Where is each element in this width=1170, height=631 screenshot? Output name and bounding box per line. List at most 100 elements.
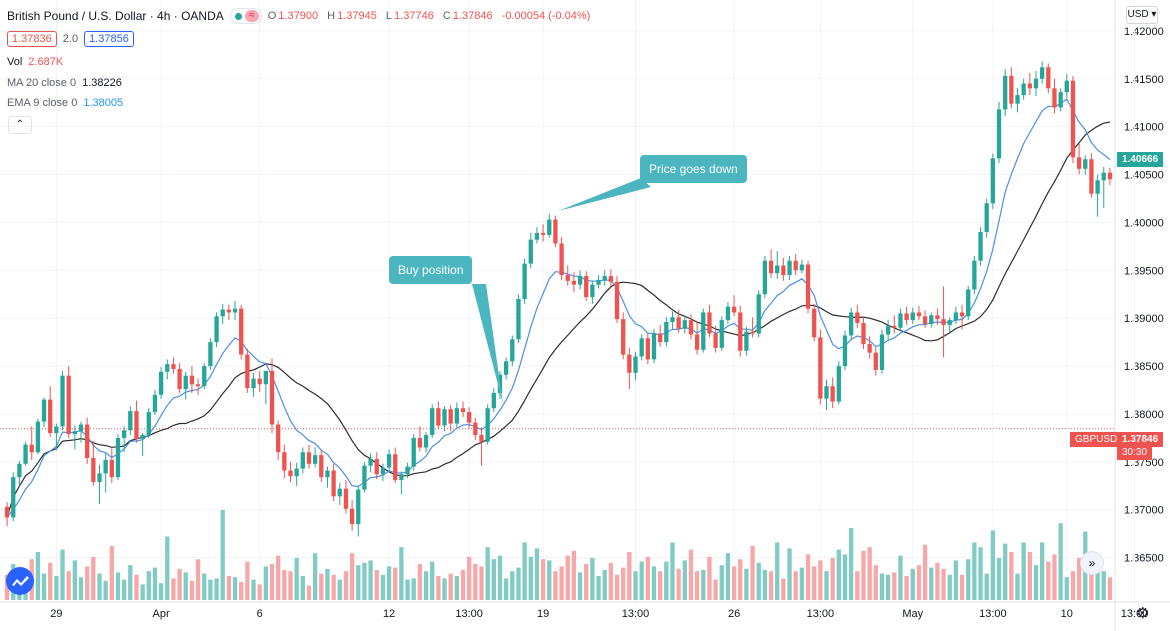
scroll-to-realtime-button[interactable]: » xyxy=(1080,551,1104,575)
volume-bar xyxy=(645,556,650,600)
close-label: C xyxy=(442,10,451,22)
volume-bar xyxy=(1101,571,1106,600)
volume-bar xyxy=(1076,558,1082,600)
volume-bar xyxy=(368,560,373,600)
ma-value: 1.38226 xyxy=(82,77,122,89)
volume-bar xyxy=(565,555,570,600)
volume-bar xyxy=(639,561,644,600)
candle-body xyxy=(701,312,706,350)
volume-bar xyxy=(701,570,706,600)
volume-bar xyxy=(768,571,774,600)
volume-legend[interactable]: Vol 2.687K xyxy=(7,56,63,68)
volume-bar xyxy=(393,567,398,600)
volume-bar xyxy=(1046,561,1051,600)
ema-legend[interactable]: EMA 9 close 0 1.38005 xyxy=(7,97,123,109)
price-goes-down-callout[interactable]: Price goes down xyxy=(640,155,747,183)
candle-body xyxy=(473,422,478,436)
volume-bar xyxy=(66,571,71,600)
time-tick-label: 13:00 xyxy=(455,608,483,620)
sell-price-button[interactable]: 1.37836 xyxy=(7,31,57,47)
chart-title: British Pound / U.S. Dollar · 4h · OANDA xyxy=(7,9,224,23)
bid-ask-row: 1.37836 2.0 1.37856 xyxy=(7,31,134,47)
volume-bar xyxy=(953,560,959,600)
buy-price-button[interactable]: 1.37856 xyxy=(84,31,134,47)
change-value: -0.00054 (-0.04%) xyxy=(501,10,591,22)
candle-body xyxy=(793,260,798,271)
candle-body xyxy=(731,306,737,313)
volume-bar xyxy=(405,579,410,600)
time-tick-label: 26 xyxy=(728,608,740,620)
candle-body xyxy=(879,334,885,370)
candle-body xyxy=(547,219,552,235)
volume-bar xyxy=(171,578,176,600)
candle-body xyxy=(540,232,546,235)
candle-body xyxy=(1089,159,1094,194)
volume-bar xyxy=(596,576,601,600)
candle-body xyxy=(152,394,158,413)
candle-body xyxy=(972,260,977,290)
candle-body xyxy=(522,263,527,300)
volume-bar xyxy=(362,562,367,600)
candle-body xyxy=(85,424,90,459)
market-status-pill[interactable]: ≈ xyxy=(229,8,262,24)
candle-body xyxy=(830,386,835,402)
volume-bar xyxy=(282,570,287,600)
currency-button[interactable]: USD ▾ xyxy=(1126,6,1158,24)
volume-label: Vol xyxy=(7,56,23,68)
volume-bar xyxy=(608,562,614,600)
price-tick-label: 1.38000 xyxy=(1124,409,1164,421)
volume-bar xyxy=(627,552,632,600)
volume-bar xyxy=(584,564,589,600)
candle-body xyxy=(836,366,841,402)
candle-body xyxy=(584,276,589,298)
volume-bar xyxy=(799,567,805,600)
volume-bar xyxy=(48,562,53,600)
candle-body xyxy=(516,299,521,340)
candle-body xyxy=(799,264,805,271)
price-tick-label: 1.41000 xyxy=(1124,122,1164,134)
buy-position-callout[interactable]: Buy position xyxy=(389,256,473,284)
time-tick-label: Apr xyxy=(153,608,170,620)
candle-body xyxy=(11,477,16,518)
candle-body xyxy=(349,508,355,525)
tradingview-logo-icon[interactable] xyxy=(6,567,34,595)
volume-bar xyxy=(842,554,848,600)
candle-body xyxy=(294,468,299,477)
candle-body xyxy=(54,426,59,434)
volume-bar xyxy=(756,562,761,600)
price-tick-label: 1.39000 xyxy=(1124,313,1164,325)
volume-bar xyxy=(744,568,749,600)
candle-body xyxy=(750,331,755,334)
price-tick-label: 1.37000 xyxy=(1124,505,1164,517)
volume-bar xyxy=(910,568,915,600)
candle-body xyxy=(356,489,361,525)
ema-value: 1.38005 xyxy=(83,97,124,109)
candle-body xyxy=(128,411,133,431)
volume-bar xyxy=(1009,552,1014,600)
candle-body xyxy=(621,319,626,355)
candle-body xyxy=(707,312,712,334)
volume-bar xyxy=(966,559,971,600)
candle-body xyxy=(910,312,915,321)
volume-bar xyxy=(152,567,158,600)
volume-bar xyxy=(109,546,114,600)
candle-body xyxy=(929,315,934,324)
ma-legend[interactable]: MA 20 close 0 1.38226 xyxy=(7,77,122,89)
volume-bar xyxy=(621,567,626,600)
candle-body xyxy=(60,375,65,427)
candle-body xyxy=(411,437,416,467)
volume-bar xyxy=(436,576,441,600)
volume-bar xyxy=(214,578,219,600)
volume-bar xyxy=(103,580,108,600)
volume-bar xyxy=(898,555,903,600)
gear-icon[interactable]: ⚙ xyxy=(1136,605,1150,622)
candle-body xyxy=(713,333,718,348)
volume-bar xyxy=(72,560,78,600)
volume-bar xyxy=(688,549,694,600)
volume-bar xyxy=(232,577,238,600)
collapse-legend-button[interactable]: ⌃ xyxy=(8,116,32,134)
volume-bar xyxy=(725,553,731,600)
candle-body xyxy=(534,232,540,240)
candle-body xyxy=(140,435,145,439)
